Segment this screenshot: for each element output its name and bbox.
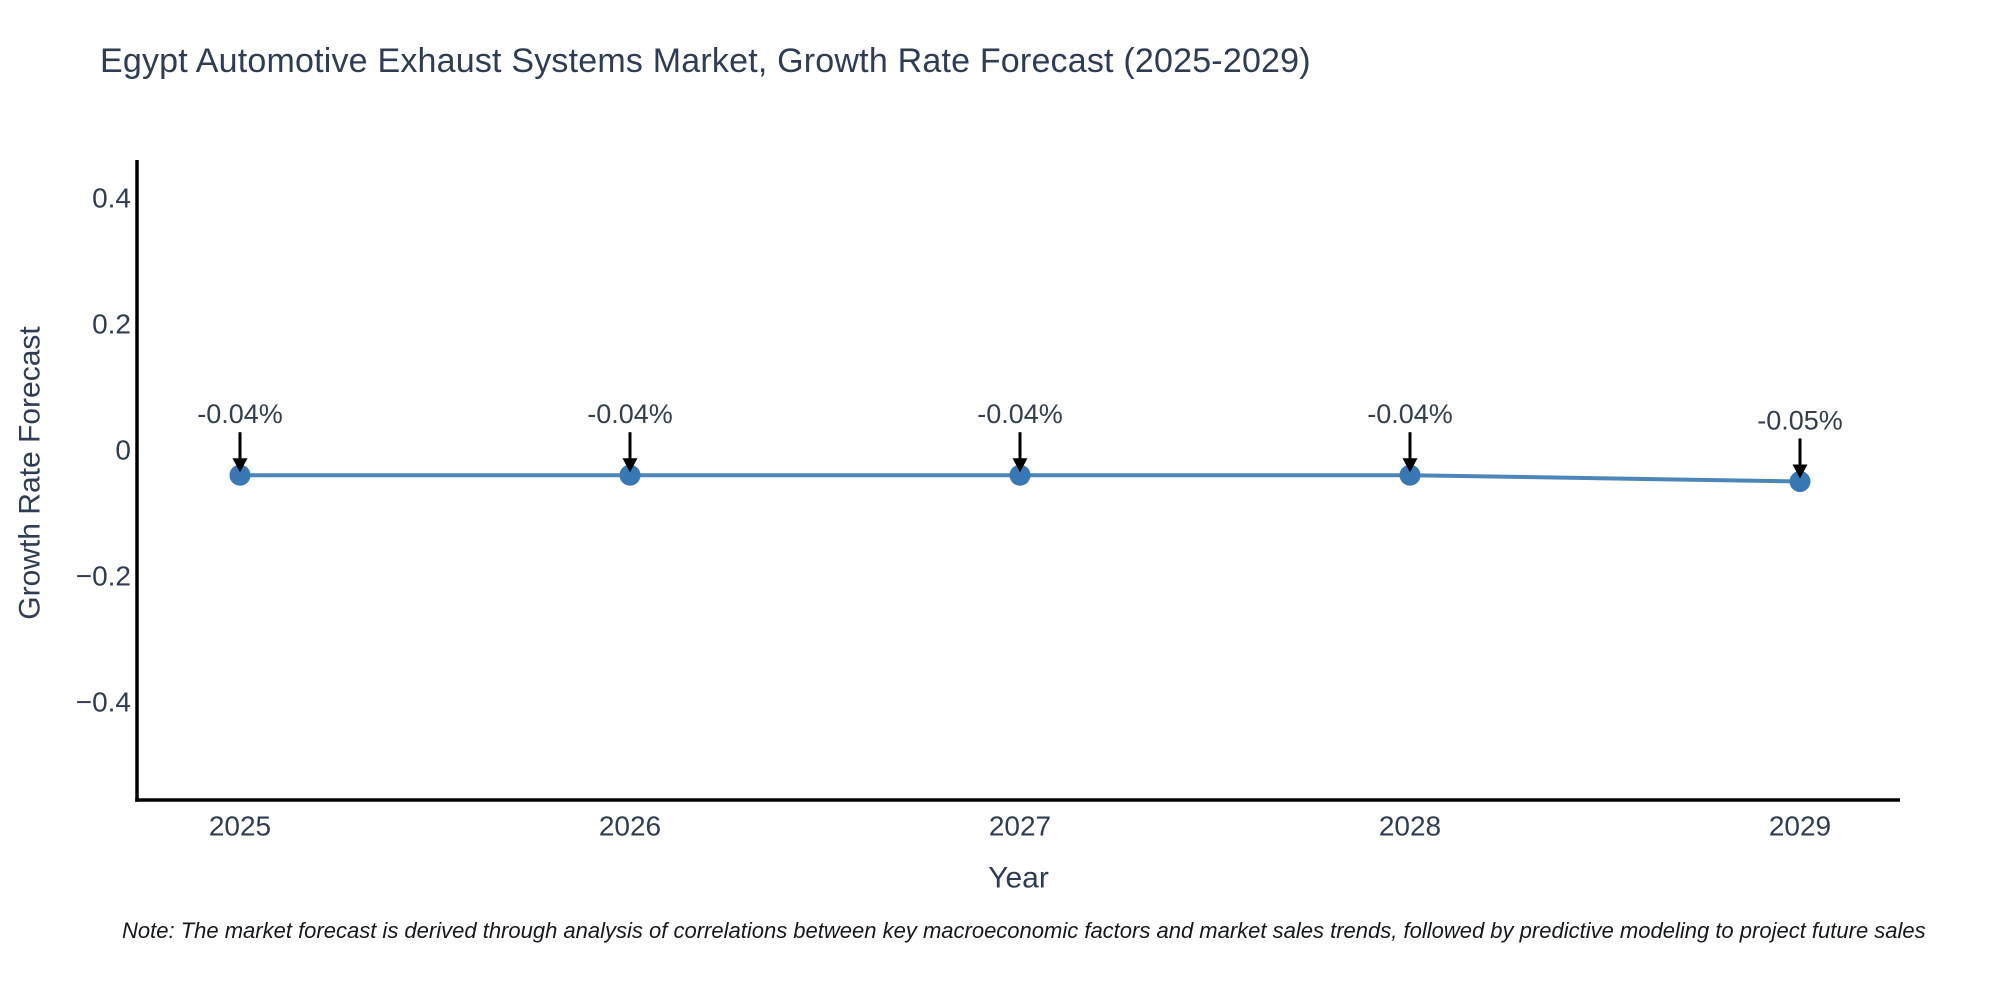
data-point <box>1009 464 1031 486</box>
annotation-arrowhead-icon <box>1792 464 1808 479</box>
data-point <box>229 464 251 486</box>
chart-title: Egypt Automotive Exhaust Systems Market,… <box>100 42 1311 80</box>
x-tick-label: 2026 <box>599 811 661 842</box>
data-point <box>1399 464 1421 486</box>
data-point <box>619 464 641 486</box>
point-annotation: -0.04% <box>977 399 1063 429</box>
y-tick-label: 0.4 <box>92 183 131 214</box>
y-tick-label: 0.2 <box>92 309 131 340</box>
point-annotation: -0.04% <box>1367 399 1453 429</box>
x-tick-label: 2025 <box>209 811 271 842</box>
footnote: Note: The market forecast is derived thr… <box>122 918 1926 943</box>
annotation-arrowhead-icon <box>1012 458 1028 473</box>
y-axis-title: Growth Rate Forecast <box>14 326 47 620</box>
x-tick-label: 2028 <box>1379 811 1441 842</box>
x-tick-label: 2029 <box>1769 811 1831 842</box>
y-tick-label: −0.2 <box>76 561 131 592</box>
annotation-arrowhead-icon <box>622 458 638 473</box>
annotation-arrowhead-icon <box>1402 458 1418 473</box>
y-tick-label: 0 <box>115 435 131 466</box>
data-point <box>1789 471 1811 492</box>
annotation-arrowhead-icon <box>232 458 248 473</box>
x-axis-title: Year <box>988 862 1049 895</box>
x-tick-label: 2027 <box>989 811 1051 842</box>
point-annotation: -0.05% <box>1757 406 1843 436</box>
point-annotation: -0.04% <box>587 399 673 429</box>
point-annotation: -0.04% <box>197 399 283 429</box>
y-tick-label: −0.4 <box>76 687 131 718</box>
